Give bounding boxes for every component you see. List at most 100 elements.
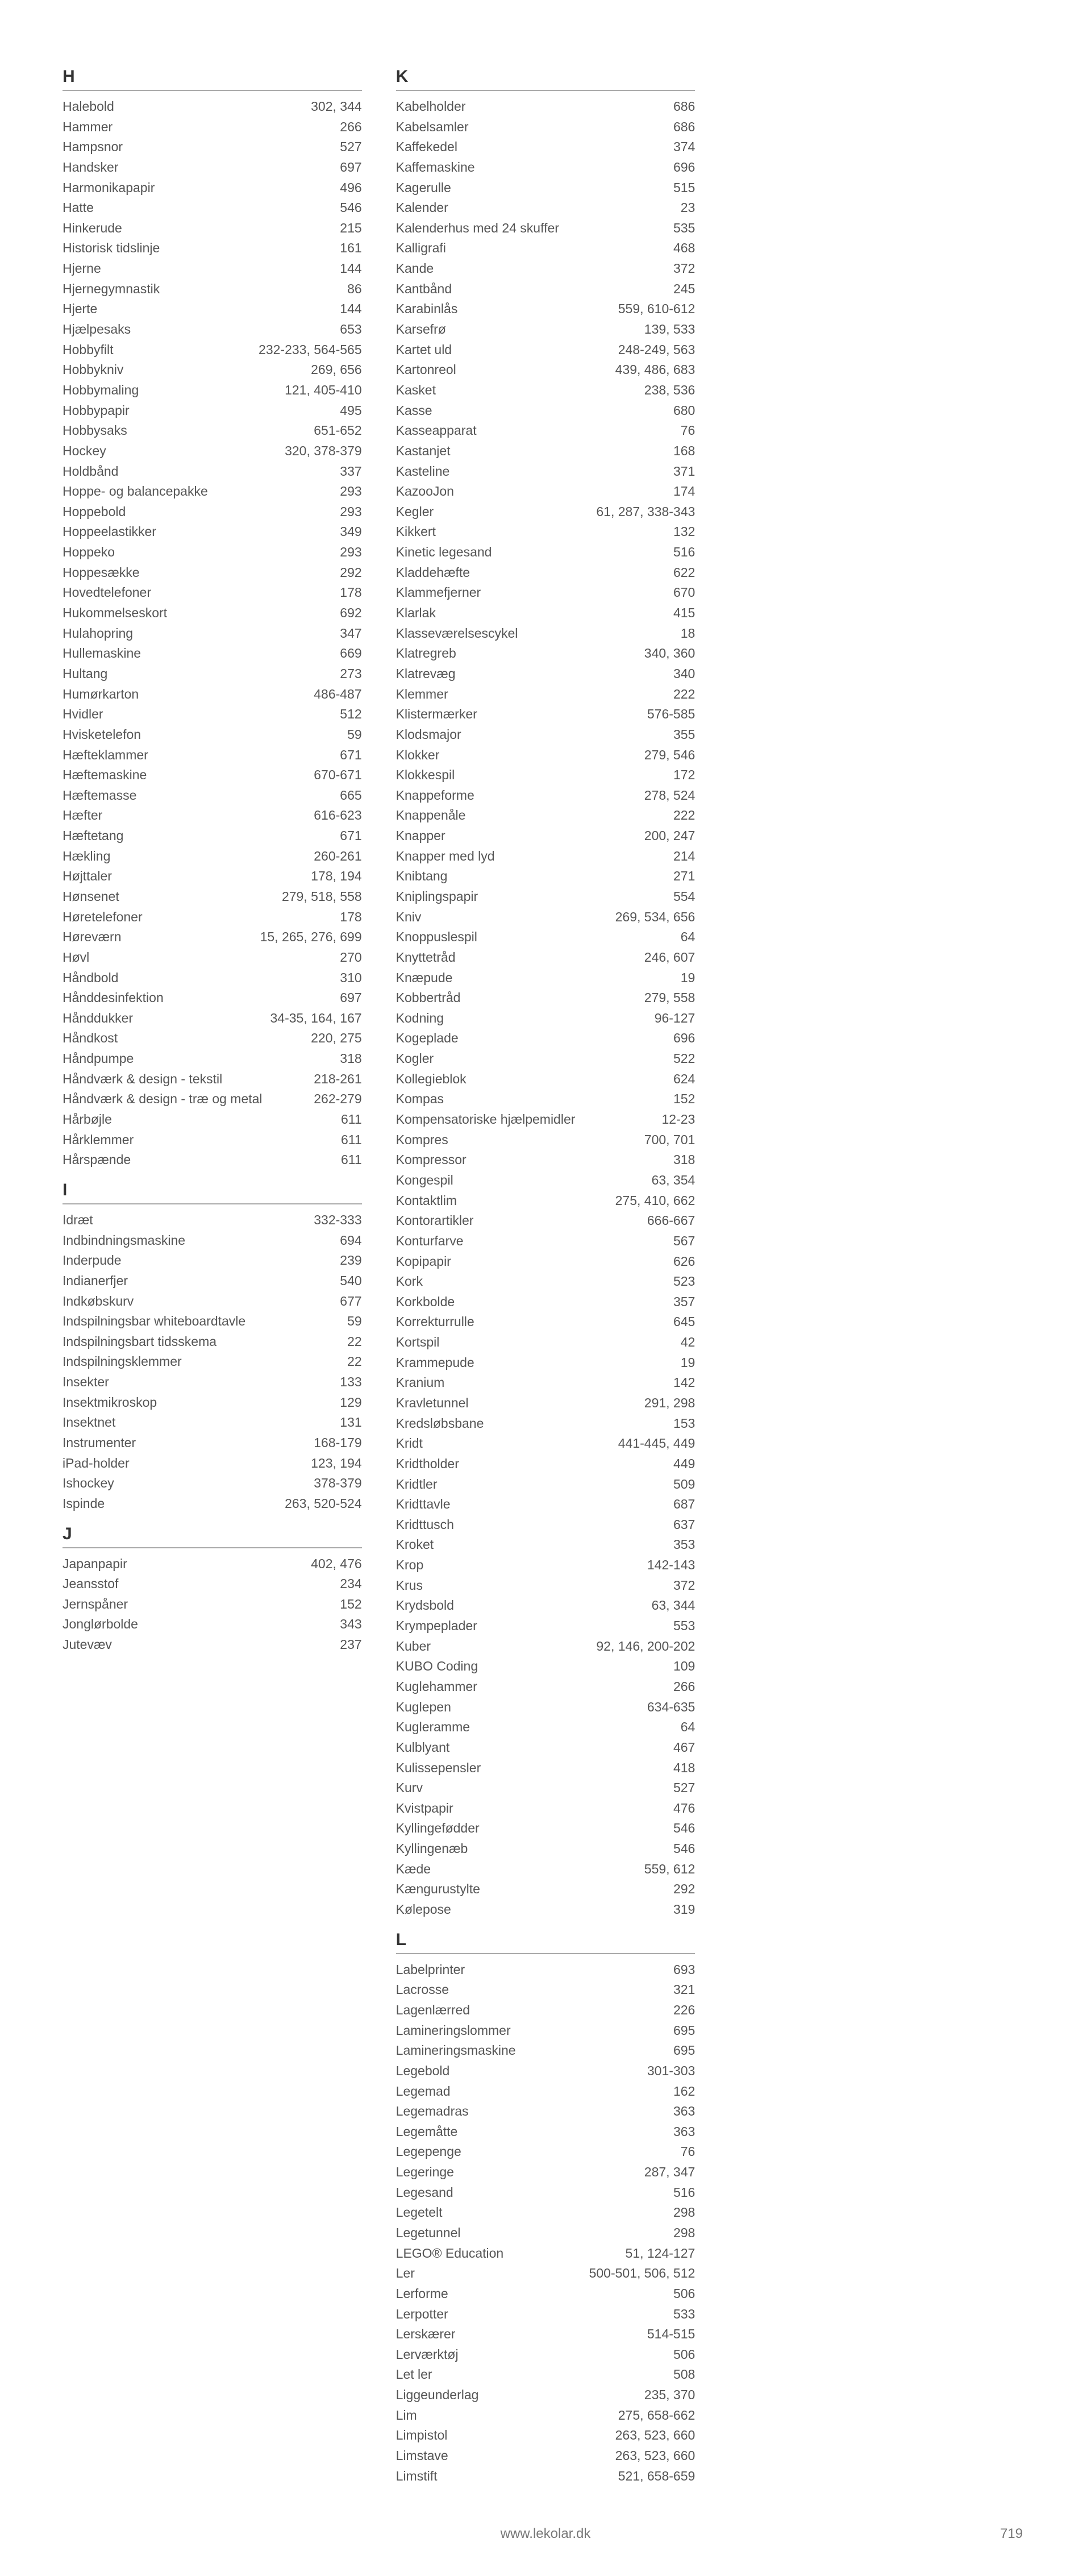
- index-term: Hultang: [63, 664, 340, 684]
- index-section: HHalebold302, 344Hammer266Hampsnor527Han…: [63, 57, 362, 1170]
- index-row: Krympeplader553: [396, 1616, 696, 1636]
- index-pages: 418: [673, 1758, 695, 1779]
- index-row: Limstave263, 523, 660: [396, 2446, 696, 2466]
- index-pages: 671: [340, 745, 361, 766]
- index-term: Legetunnel: [396, 2223, 673, 2243]
- index-term: Insekter: [63, 1372, 340, 1393]
- index-pages: 178: [340, 583, 361, 603]
- index-pages: 18: [681, 624, 696, 644]
- index-pages: 347: [340, 624, 361, 644]
- index-pages: 301-303: [647, 2061, 695, 2081]
- index-term: Hånddukker: [63, 1008, 270, 1029]
- index-pages: 12-23: [661, 1110, 695, 1130]
- index-term: Kængurustylte: [396, 1879, 673, 1900]
- index-term: Kniplingspapir: [396, 887, 673, 907]
- index-pages: 139, 533: [644, 319, 696, 340]
- index-pages: 527: [340, 137, 361, 157]
- index-row: Historisk tidslinje161: [63, 238, 362, 259]
- index-pages: 279, 558: [644, 988, 696, 1008]
- index-row: Jutevæv237: [63, 1635, 362, 1655]
- index-term: Knapper: [396, 826, 644, 846]
- index-pages: 59: [347, 725, 362, 745]
- index-term: Hjernegymnastik: [63, 279, 347, 300]
- index-pages: 131: [340, 1412, 361, 1433]
- index-row: Humørkarton486-487: [63, 684, 362, 705]
- index-row: Kogeplade696: [396, 1028, 696, 1049]
- index-row: Idræt332-333: [63, 1210, 362, 1231]
- index-term: Kulblyant: [396, 1738, 673, 1758]
- index-pages: 696: [673, 1028, 695, 1049]
- index-pages: 278, 524: [644, 786, 696, 806]
- index-row: Kasket238, 536: [396, 380, 696, 401]
- index-row: Klokker279, 546: [396, 745, 696, 766]
- index-row: Klokkespil172: [396, 765, 696, 786]
- index-row: Kængurustylte292: [396, 1879, 696, 1900]
- index-pages: 535: [673, 218, 695, 239]
- index-pages: 694: [340, 1231, 361, 1251]
- index-pages: 468: [673, 238, 695, 259]
- index-term: Knappenåle: [396, 805, 673, 826]
- index-term: Kompas: [396, 1089, 673, 1110]
- index-pages: 616-623: [314, 805, 361, 826]
- index-row: Høvl270: [63, 948, 362, 968]
- index-term: Kande: [396, 259, 673, 279]
- index-term: Lacrosse: [396, 1980, 673, 2000]
- index-term: Lagenlærred: [396, 2000, 673, 2021]
- index-term: Kompensatoriske hjælpemidler: [396, 1110, 662, 1130]
- index-term: Kagerulle: [396, 178, 673, 198]
- index-pages: 340, 360: [644, 643, 696, 664]
- index-pages: 266: [673, 1677, 695, 1697]
- index-row: Kulblyant467: [396, 1738, 696, 1758]
- index-term: Handsker: [63, 157, 340, 178]
- index-row: Kortspil42: [396, 1332, 696, 1353]
- index-term: Ispinde: [63, 1494, 285, 1514]
- index-pages: 133: [340, 1372, 361, 1393]
- index-row: Kande372: [396, 259, 696, 279]
- index-pages: 692: [340, 603, 361, 624]
- index-pages: 22: [347, 1332, 362, 1352]
- index-row: Kalenderhus med 24 skuffer535: [396, 218, 696, 239]
- index-pages: 363: [673, 2122, 695, 2142]
- index-row: Høreværn15, 265, 276, 699: [63, 927, 362, 948]
- index-pages: 332-333: [314, 1210, 361, 1231]
- index-pages: 357: [673, 1292, 695, 1312]
- index-pages: 319: [673, 1900, 695, 1920]
- index-row: Kegler61, 287, 338-343: [396, 502, 696, 522]
- index-pages: 677: [340, 1291, 361, 1312]
- index-pages: 686: [673, 97, 695, 117]
- index-term: Hulahopring: [63, 624, 340, 644]
- index-term: Limstave: [396, 2446, 615, 2466]
- index-term: Ler: [396, 2263, 589, 2284]
- index-term: Kortspil: [396, 1332, 681, 1353]
- index-pages: 506: [673, 2345, 695, 2365]
- index-term: Lerværktøj: [396, 2345, 673, 2365]
- footer-url: www.lekolar.dk: [136, 2526, 955, 2542]
- index-pages: 687: [673, 1494, 695, 1515]
- index-term: Legebold: [396, 2061, 647, 2081]
- index-row: Hækling260-261: [63, 846, 362, 867]
- index-term: Håndpumpe: [63, 1049, 340, 1069]
- index-pages: 402, 476: [311, 1554, 362, 1574]
- index-row: Karabinlås559, 610-612: [396, 299, 696, 319]
- index-row: Hjælpesaks653: [63, 319, 362, 340]
- index-term: Kastanjet: [396, 441, 673, 462]
- index-pages: 553: [673, 1616, 695, 1636]
- index-term: Hæftemaskine: [63, 765, 314, 786]
- index-pages: 371: [673, 462, 695, 482]
- index-term: Liggeunderlag: [396, 2385, 644, 2405]
- index-row: Kurv527: [396, 1778, 696, 1798]
- index-term: Kasse: [396, 401, 673, 421]
- index-row: Kartet uld248-249, 563: [396, 340, 696, 360]
- index-row: Hoppe- og balancepakke293: [63, 481, 362, 502]
- index-pages: 634-635: [647, 1697, 695, 1718]
- index-pages: 279, 518, 558: [282, 887, 362, 907]
- index-term: Hårbøjle: [63, 1110, 341, 1130]
- index-pages: 92, 146, 200-202: [596, 1636, 695, 1657]
- index-row: Kuber92, 146, 200-202: [396, 1636, 696, 1657]
- index-row: Håndkost220, 275: [63, 1028, 362, 1049]
- index-row: Korrekturrulle645: [396, 1312, 696, 1332]
- index-term: Instrumenter: [63, 1433, 314, 1453]
- index-row: Knoppuslespil64: [396, 927, 696, 948]
- index-pages: 234: [340, 1574, 361, 1594]
- index-term: Kulissepensler: [396, 1758, 673, 1779]
